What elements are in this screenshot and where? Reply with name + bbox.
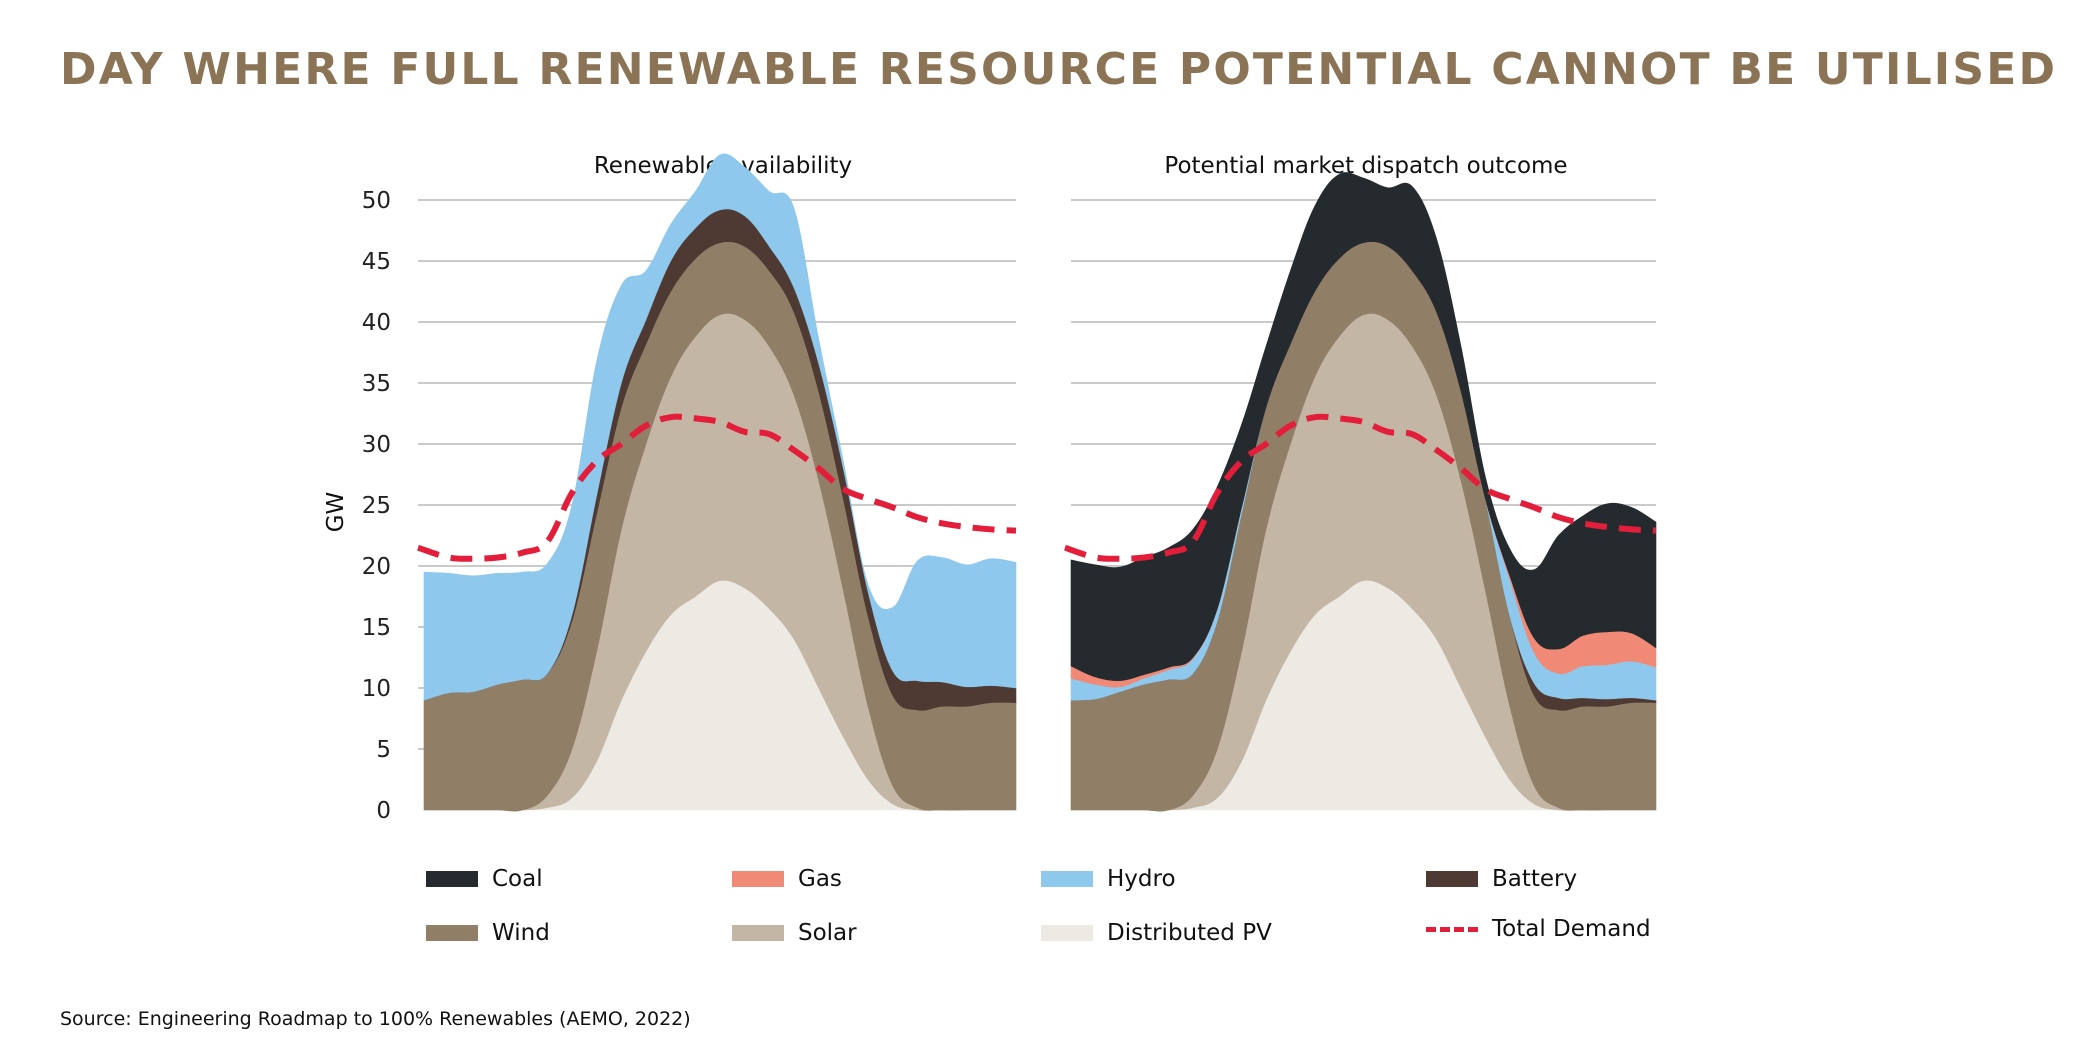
y-tick-label: 10 bbox=[362, 676, 391, 702]
demand-line-group bbox=[417, 413, 1017, 562]
y-tick-label: 0 bbox=[376, 798, 391, 824]
area-hydro bbox=[423, 153, 1017, 701]
y-tick-label: 20 bbox=[362, 554, 391, 580]
stacked-areas bbox=[1070, 172, 1657, 812]
y-tick-label: 5 bbox=[376, 737, 391, 763]
chart-renewable-availability: Renewable availability 05101520253035404… bbox=[323, 153, 1017, 824]
demand-line bbox=[417, 413, 1017, 562]
area-coal bbox=[1070, 172, 1657, 682]
y-tick-label: 45 bbox=[362, 249, 391, 275]
y-tick-label: 50 bbox=[362, 188, 391, 214]
stacked-areas bbox=[423, 153, 1017, 812]
chart-title: Potential market dispatch outcome bbox=[1164, 153, 1567, 179]
y-tick-label: 35 bbox=[362, 371, 391, 397]
demand-line bbox=[1064, 413, 1657, 562]
page-title: DAY WHERE FULL RENEWABLE RESOURCE POTENT… bbox=[60, 44, 2058, 95]
chart-market-dispatch: Potential market dispatch outcome bbox=[1064, 153, 1657, 812]
y-axis-ticks: 0 5 10 15 20 25 30 35 40 45 50 bbox=[362, 188, 391, 824]
demand-line-group bbox=[1064, 413, 1657, 562]
y-tick-label: 40 bbox=[362, 310, 391, 336]
y-tick-label: 15 bbox=[362, 615, 391, 641]
y-axis-label: GW bbox=[323, 492, 349, 533]
source-note: Source: Engineering Roadmap to 100% Rene… bbox=[60, 1008, 691, 1030]
y-tick-label: 25 bbox=[362, 493, 391, 519]
y-tick-label: 30 bbox=[362, 432, 391, 458]
